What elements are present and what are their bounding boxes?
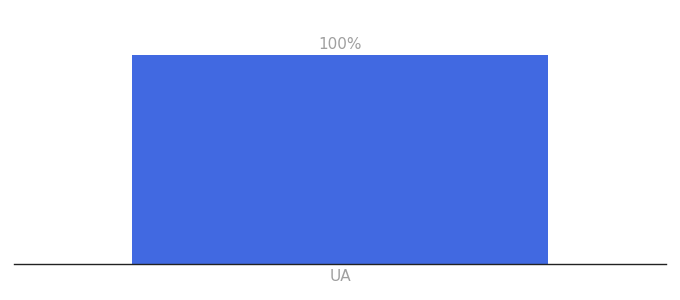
Bar — [133, 55, 547, 264]
Text: 100%: 100% — [318, 37, 362, 52]
